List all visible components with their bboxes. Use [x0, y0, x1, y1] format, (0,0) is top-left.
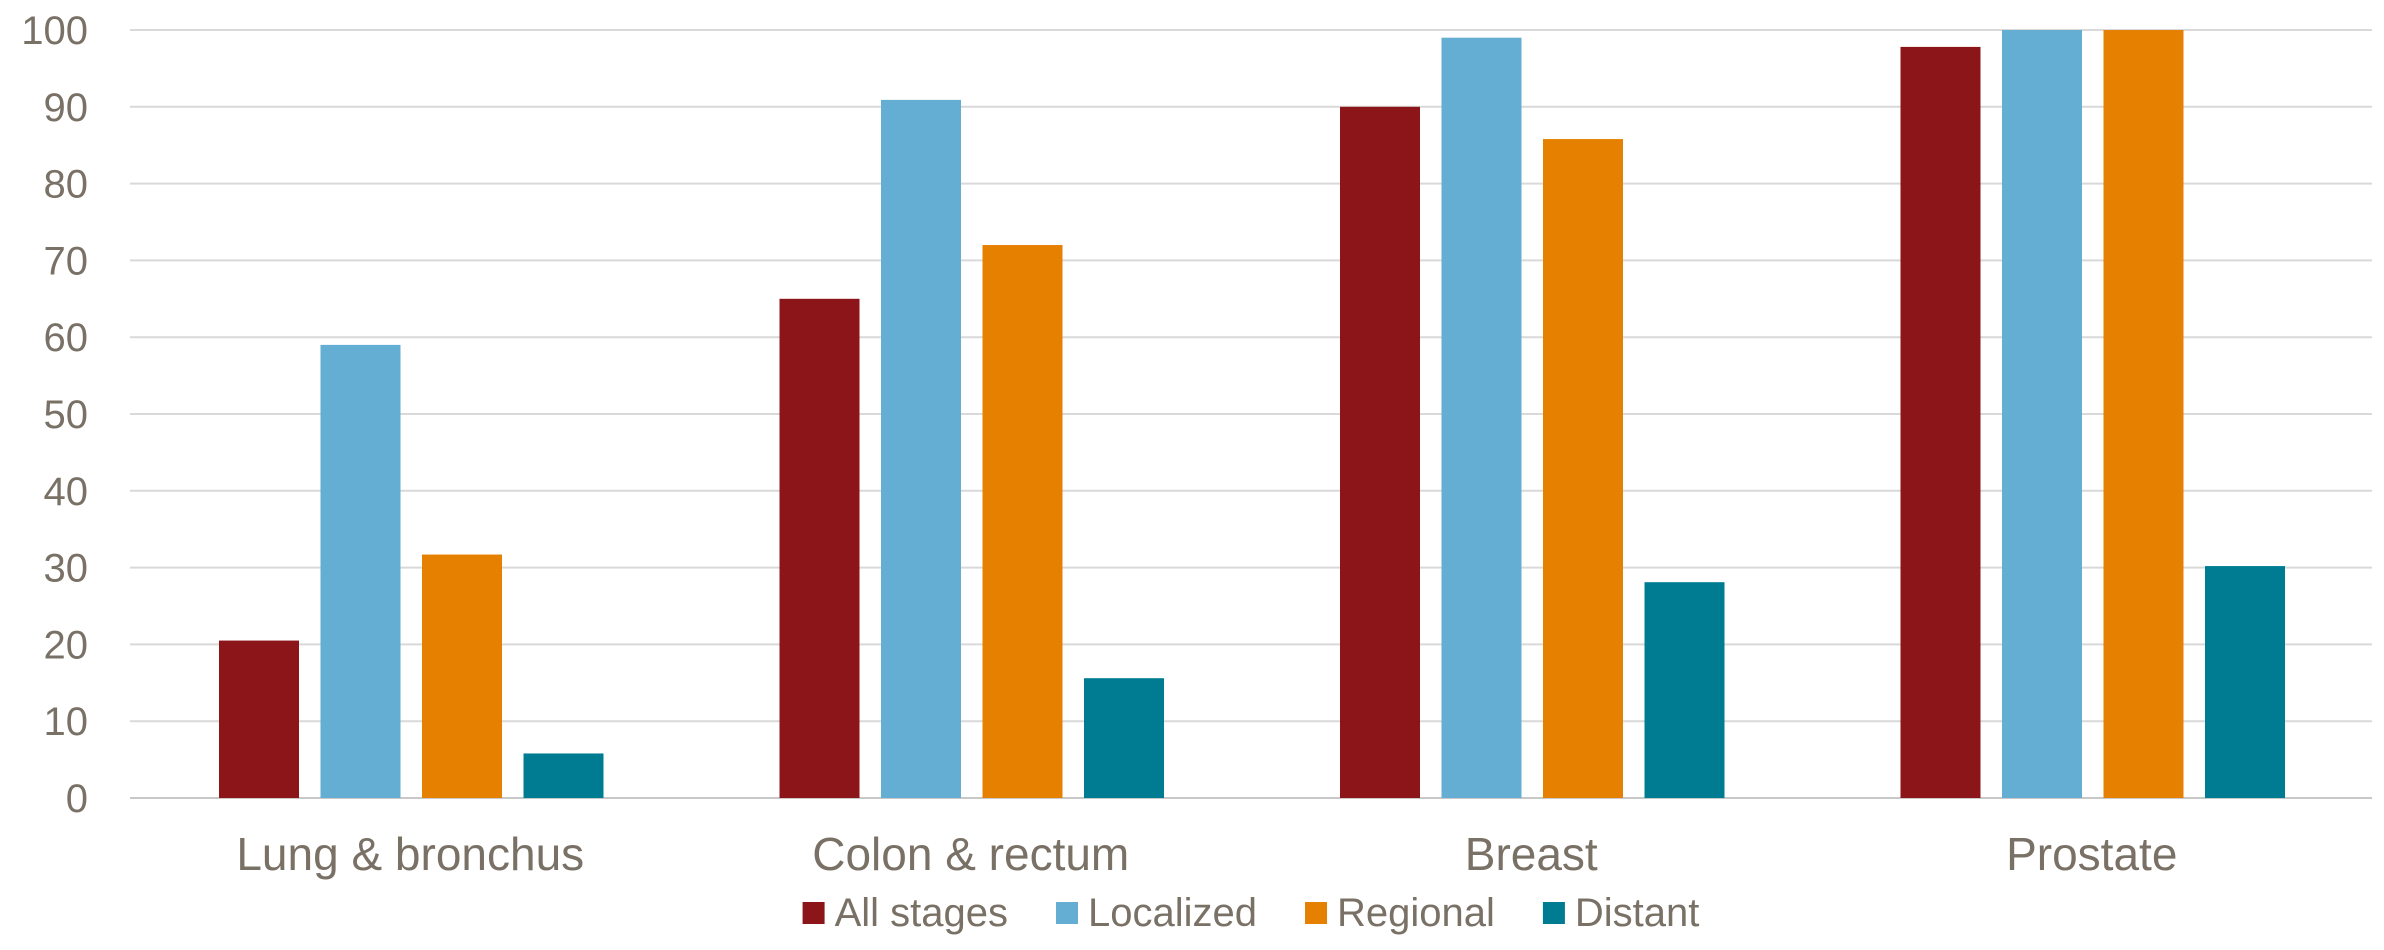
gridlines: [130, 29, 2372, 799]
bar-localized-1: [881, 99, 961, 798]
bar-regional-1: [982, 245, 1063, 799]
y-axis-tick-labels: 0 10 20 30 40 50 60 70 80 90 100: [21, 9, 88, 821]
legend-label: Distant: [1575, 891, 1700, 935]
bar-regional-0: [422, 554, 502, 798]
legend-label: Regional: [1337, 891, 1495, 935]
legend-swatch: [1305, 902, 1328, 924]
y-tick-label: 60: [44, 316, 89, 360]
bars: [219, 30, 2285, 799]
bar-localized-0: [320, 344, 401, 798]
x-axis-category-labels: Lung & bronchus Colon & rectum Breast Prost…: [236, 828, 2177, 880]
x-category-label: Lung & bronchus: [236, 828, 584, 880]
x-category-label: Breast: [1465, 828, 1598, 880]
legend: All stages Localized Regional Distant: [802, 891, 1700, 935]
y-tick-label: 30: [44, 547, 89, 591]
bar-regional-2: [1543, 139, 1623, 798]
x-category-label: Prostate: [2006, 828, 2177, 880]
bar-regional-3: [2103, 30, 2184, 798]
y-tick-label: 100: [21, 9, 88, 53]
y-tick-label: 40: [44, 470, 89, 514]
bar-distant-2: [1644, 582, 1725, 798]
bar-distant-0: [523, 753, 604, 798]
legend-swatch: [1542, 902, 1565, 924]
bar-all-stages-2: [1340, 106, 1420, 799]
bar-localized-3: [2002, 30, 2082, 798]
bar-all-stages-1: [779, 298, 860, 798]
bar-all-stages-3: [1900, 46, 1981, 799]
bar-localized-2: [1441, 37, 1522, 799]
legend-swatch: [1056, 902, 1079, 924]
y-tick-label: 10: [44, 700, 89, 744]
bar-all-stages-0: [219, 640, 299, 798]
y-tick-label: 80: [44, 163, 89, 207]
legend-swatch: [802, 902, 825, 924]
y-tick-label: 70: [44, 239, 89, 283]
x-category-label: Colon & rectum: [812, 828, 1129, 880]
y-tick-label: 50: [44, 393, 89, 437]
legend-label: Localized: [1088, 891, 1257, 935]
bar-distant-3: [2205, 566, 2285, 798]
y-tick-label: 90: [44, 86, 89, 130]
bar-distant-1: [1084, 678, 1164, 798]
legend-label: All stages: [835, 891, 1008, 935]
y-tick-label: 0: [66, 777, 88, 821]
y-tick-label: 20: [44, 623, 89, 667]
